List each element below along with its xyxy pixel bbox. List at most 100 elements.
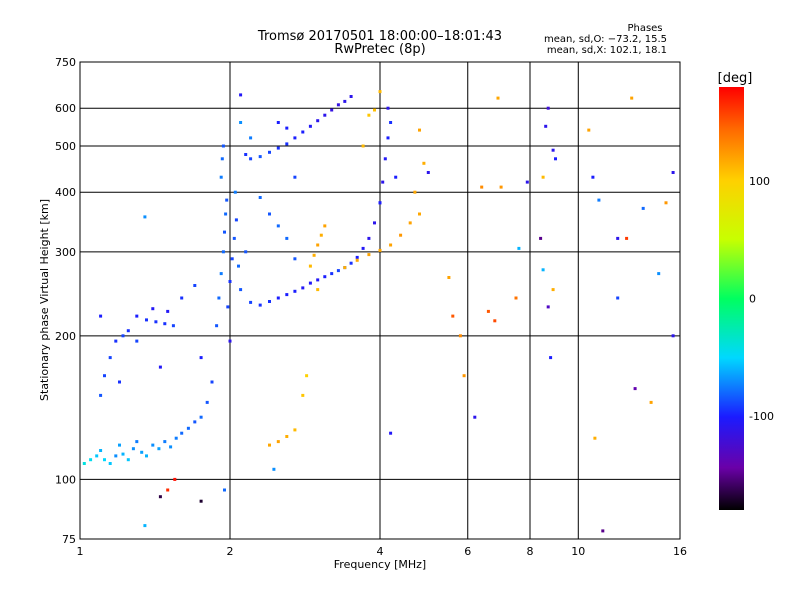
data-point <box>199 356 203 360</box>
data-point <box>447 276 451 279</box>
data-point <box>625 236 629 240</box>
data-point <box>389 431 393 435</box>
data-point <box>330 108 334 112</box>
data-point <box>272 467 276 471</box>
data-point <box>145 318 148 322</box>
data-point <box>316 278 320 282</box>
data-point <box>544 124 548 128</box>
data-point <box>163 322 167 326</box>
x-tick-label: 4 <box>377 545 384 558</box>
data-point <box>186 426 190 430</box>
data-point <box>422 161 426 165</box>
stats-line-o: mean, sd,O: −73.2, 15.5 <box>544 34 667 45</box>
x-tick-label: 1 <box>77 545 84 558</box>
data-point <box>135 314 139 318</box>
data-point <box>462 374 466 378</box>
data-point <box>349 95 353 98</box>
data-point <box>244 250 248 254</box>
data-point <box>221 250 225 254</box>
data-point <box>381 180 385 184</box>
data-point <box>323 113 327 117</box>
data-point <box>664 201 668 205</box>
x-axis-label: Frequency [MHz] <box>334 558 426 571</box>
data-point <box>285 236 289 240</box>
data-point <box>293 289 297 293</box>
data-point <box>285 142 289 146</box>
data-point <box>355 255 359 259</box>
data-point <box>649 400 653 404</box>
colorbar-label: [deg] <box>718 71 753 86</box>
data-point <box>151 443 155 447</box>
data-point <box>268 150 271 154</box>
data-point <box>554 157 557 161</box>
data-point <box>163 440 167 444</box>
data-point <box>158 365 162 369</box>
x-tick-label: 8 <box>527 545 534 558</box>
data-point <box>305 374 309 378</box>
data-point <box>308 124 312 128</box>
data-point <box>205 400 209 404</box>
data-point <box>593 436 597 440</box>
colorbar-tick-label: -100 <box>749 410 774 423</box>
data-point <box>285 126 289 130</box>
data-point <box>95 454 99 458</box>
data-point <box>630 96 634 100</box>
data-point <box>268 443 271 447</box>
data-point <box>140 450 144 454</box>
data-point <box>633 387 637 391</box>
x-tick-label: 10 <box>571 545 585 558</box>
data-point <box>597 198 601 202</box>
data-point <box>349 261 353 265</box>
data-point <box>367 236 371 240</box>
data-point <box>473 415 477 419</box>
data-point <box>239 121 243 124</box>
data-point <box>587 128 591 132</box>
data-point <box>316 243 320 247</box>
data-point <box>323 224 327 228</box>
data-point <box>126 458 130 462</box>
data-point <box>336 103 340 107</box>
data-point <box>671 334 675 338</box>
data-point <box>285 293 289 297</box>
data-point <box>378 248 382 252</box>
data-point <box>316 119 320 123</box>
data-point <box>394 175 398 179</box>
data-point <box>108 356 112 360</box>
data-point <box>193 420 197 424</box>
data-point <box>367 113 371 117</box>
grid-lines <box>80 62 680 539</box>
data-point <box>330 272 334 276</box>
data-point <box>199 499 203 503</box>
data-point <box>616 236 620 240</box>
data-point <box>154 320 158 324</box>
stats-line-x: mean, sd,X: 102.1, 18.1 <box>547 45 667 56</box>
data-point <box>268 212 271 216</box>
data-point <box>373 108 376 112</box>
data-point <box>355 258 359 262</box>
data-point <box>193 284 197 287</box>
data-point <box>539 236 543 240</box>
x-axis-ticks: 1 2 4 6 8 10 16 <box>77 545 688 558</box>
data-point <box>199 415 203 419</box>
data-point <box>220 157 224 161</box>
data-point <box>89 458 93 462</box>
data-point <box>249 136 253 140</box>
data-point <box>451 314 455 318</box>
data-point <box>223 488 226 492</box>
colorbar-tick-label: 0 <box>749 293 756 306</box>
y-tick-label: 500 <box>55 140 76 153</box>
data-point <box>103 458 106 462</box>
data-point <box>496 96 500 100</box>
data-point <box>308 281 312 285</box>
data-point <box>308 264 312 268</box>
data-point <box>145 454 148 458</box>
data-point <box>316 288 320 292</box>
y-tick-label: 75 <box>62 533 76 546</box>
data-point <box>361 246 365 250</box>
data-point <box>343 99 347 103</box>
x-tick-label: 16 <box>673 545 687 558</box>
data-point <box>591 175 595 179</box>
colorbar-ticks: 100 0 -100 <box>749 175 774 423</box>
data-point <box>99 314 103 318</box>
y-tick-label: 200 <box>55 330 76 343</box>
